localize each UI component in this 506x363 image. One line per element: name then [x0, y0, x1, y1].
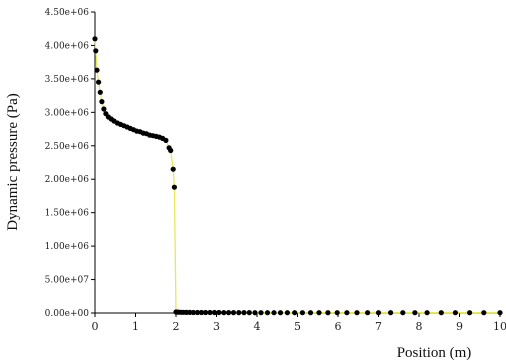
- series-curve: [94, 38, 500, 314]
- data-point: [92, 36, 98, 42]
- data-point: [325, 310, 331, 316]
- series-points: [92, 36, 503, 316]
- x-tick-label: 9: [456, 320, 463, 333]
- data-point: [190, 309, 196, 316]
- data-point: [375, 310, 382, 316]
- data-point: [241, 310, 247, 316]
- data-point: [292, 310, 298, 316]
- data-point: [171, 184, 177, 190]
- data-point: [271, 310, 277, 316]
- data-point: [194, 309, 201, 316]
- x-tick-label: 5: [294, 320, 301, 333]
- data-point: [388, 310, 394, 316]
- data-point: [99, 99, 105, 105]
- data-point: [412, 310, 418, 316]
- data-point: [97, 89, 103, 95]
- data-point: [277, 310, 284, 316]
- y-tick-label: 3.00e+06: [45, 108, 90, 118]
- data-point: [438, 310, 444, 316]
- data-point: [93, 48, 99, 54]
- data-point: [467, 310, 473, 316]
- y-tick-label: 4.50e+06: [45, 8, 90, 18]
- x-tick-label: 4: [254, 320, 261, 333]
- data-point: [101, 106, 107, 112]
- data-point: [221, 310, 227, 316]
- y-tick-label: 3.50e+06: [45, 75, 90, 85]
- x-tick-label: 8: [416, 320, 423, 333]
- x-tick-label: 0: [92, 320, 99, 333]
- data-point: [207, 309, 213, 316]
- data-point: [216, 309, 222, 316]
- series-line: [94, 38, 500, 314]
- data-point: [96, 79, 102, 85]
- data-point: [163, 137, 169, 143]
- data-point: [226, 310, 232, 316]
- data-point: [334, 310, 340, 316]
- data-point: [424, 310, 430, 316]
- data-point: [252, 310, 258, 316]
- data-point: [264, 310, 271, 316]
- data-point: [246, 310, 252, 316]
- y-axis-title: Dynamic pressure (Pa): [5, 93, 21, 230]
- x-tick-label: 3: [213, 320, 220, 333]
- y-tick-label: 4.00e+06: [45, 41, 90, 51]
- data-point: [168, 147, 174, 154]
- y-tick-label: 0.00e+00: [45, 309, 90, 319]
- y-tick-label: 2.00e+06: [45, 175, 90, 185]
- data-point: [230, 310, 237, 316]
- x-tick-label: 10: [493, 320, 506, 333]
- data-point: [236, 310, 242, 316]
- data-point: [170, 166, 176, 172]
- data-point: [344, 310, 350, 316]
- x-tick-label: 1: [132, 320, 139, 333]
- data-point: [365, 310, 371, 316]
- data-point: [198, 309, 205, 316]
- data-point: [284, 310, 290, 316]
- y-tick-label: 5.00e+07: [45, 276, 90, 286]
- data-point: [497, 310, 503, 316]
- data-point: [452, 310, 458, 316]
- data-point: [400, 310, 406, 316]
- data-point: [307, 310, 314, 316]
- data-point: [316, 310, 322, 316]
- data-point: [354, 310, 360, 316]
- x-axis-title: Position (m): [397, 345, 472, 361]
- x-tick-label: 2: [173, 320, 180, 333]
- y-axis-ticks: 0.00e+00 5.00e+07 1.00e+06 1.50e+06 2.00e+06…: [45, 8, 95, 319]
- y-tick-label: 1.50e+06: [45, 209, 90, 219]
- x-axis-ticks: 0 1 2 3 4 5 6 7 8 9 10: [92, 313, 506, 333]
- y-tick-label: 1.00e+06: [45, 242, 90, 252]
- data-point: [299, 310, 305, 316]
- y-tick-label: 2.50e+06: [45, 142, 90, 152]
- data-point: [481, 310, 487, 316]
- data-point: [94, 67, 100, 73]
- x-tick-label: 7: [375, 320, 382, 333]
- data-point: [258, 310, 264, 316]
- data-point: [211, 309, 218, 316]
- data-point: [203, 309, 209, 316]
- x-tick-label: 6: [335, 320, 342, 333]
